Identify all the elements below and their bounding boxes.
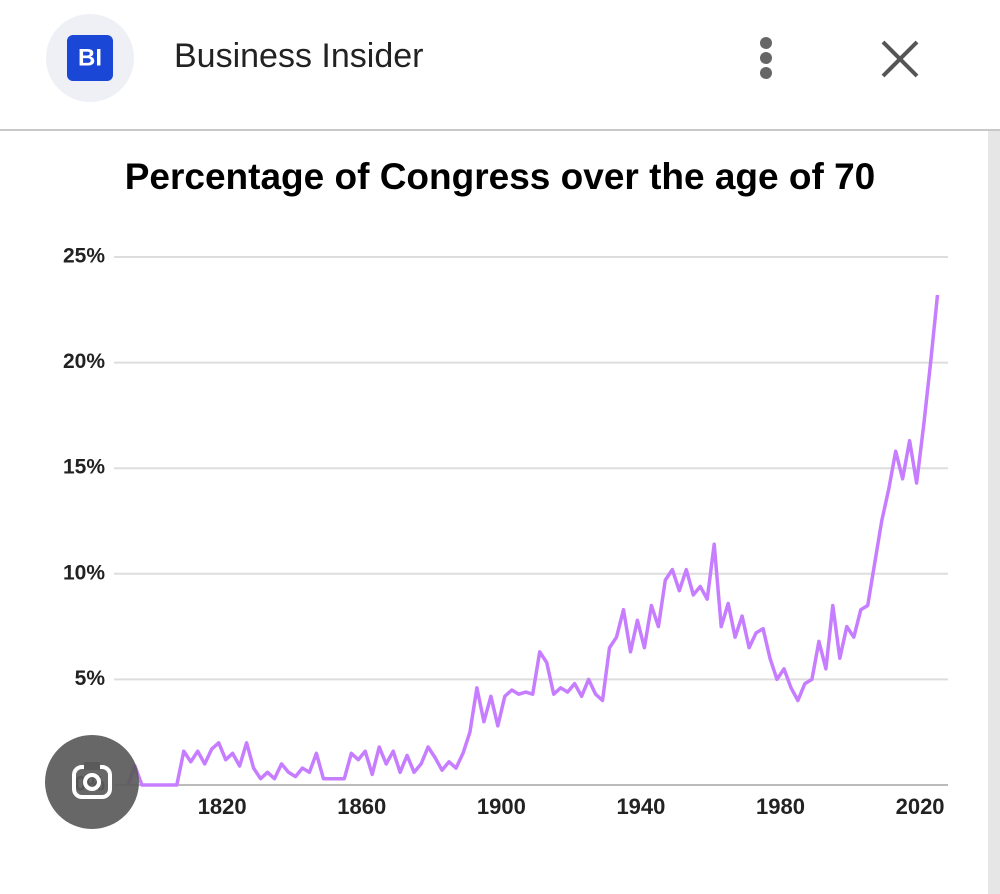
x-tick-label: 1820	[198, 794, 247, 819]
x-tick-label: 1980	[756, 794, 805, 819]
chart-title: Percentage of Congress over the age of 7…	[125, 156, 876, 197]
data-line	[126, 294, 940, 787]
y-tick-label: 20%	[63, 350, 105, 373]
header-title: Business Insider	[174, 37, 423, 75]
x-tick-label: 1860	[337, 794, 386, 819]
edge-strip	[988, 130, 1000, 894]
menu-dot[interactable]	[760, 52, 772, 64]
logo-text: BI	[78, 44, 102, 71]
y-tick-label: 25%	[63, 245, 105, 268]
y-tick-label: 10%	[63, 561, 105, 584]
x-tick-label: 2020	[896, 794, 945, 819]
menu-dot[interactable]	[760, 37, 772, 49]
x-tick-label: 1900	[477, 794, 526, 819]
logo-square	[67, 35, 113, 81]
y-tick-label: 15%	[63, 456, 105, 479]
lens-button[interactable]	[45, 735, 139, 829]
menu-dot[interactable]	[760, 67, 772, 79]
x-tick-label: 1940	[616, 794, 665, 819]
y-tick-label: 5%	[75, 667, 106, 690]
close-button[interactable]	[881, 40, 919, 78]
